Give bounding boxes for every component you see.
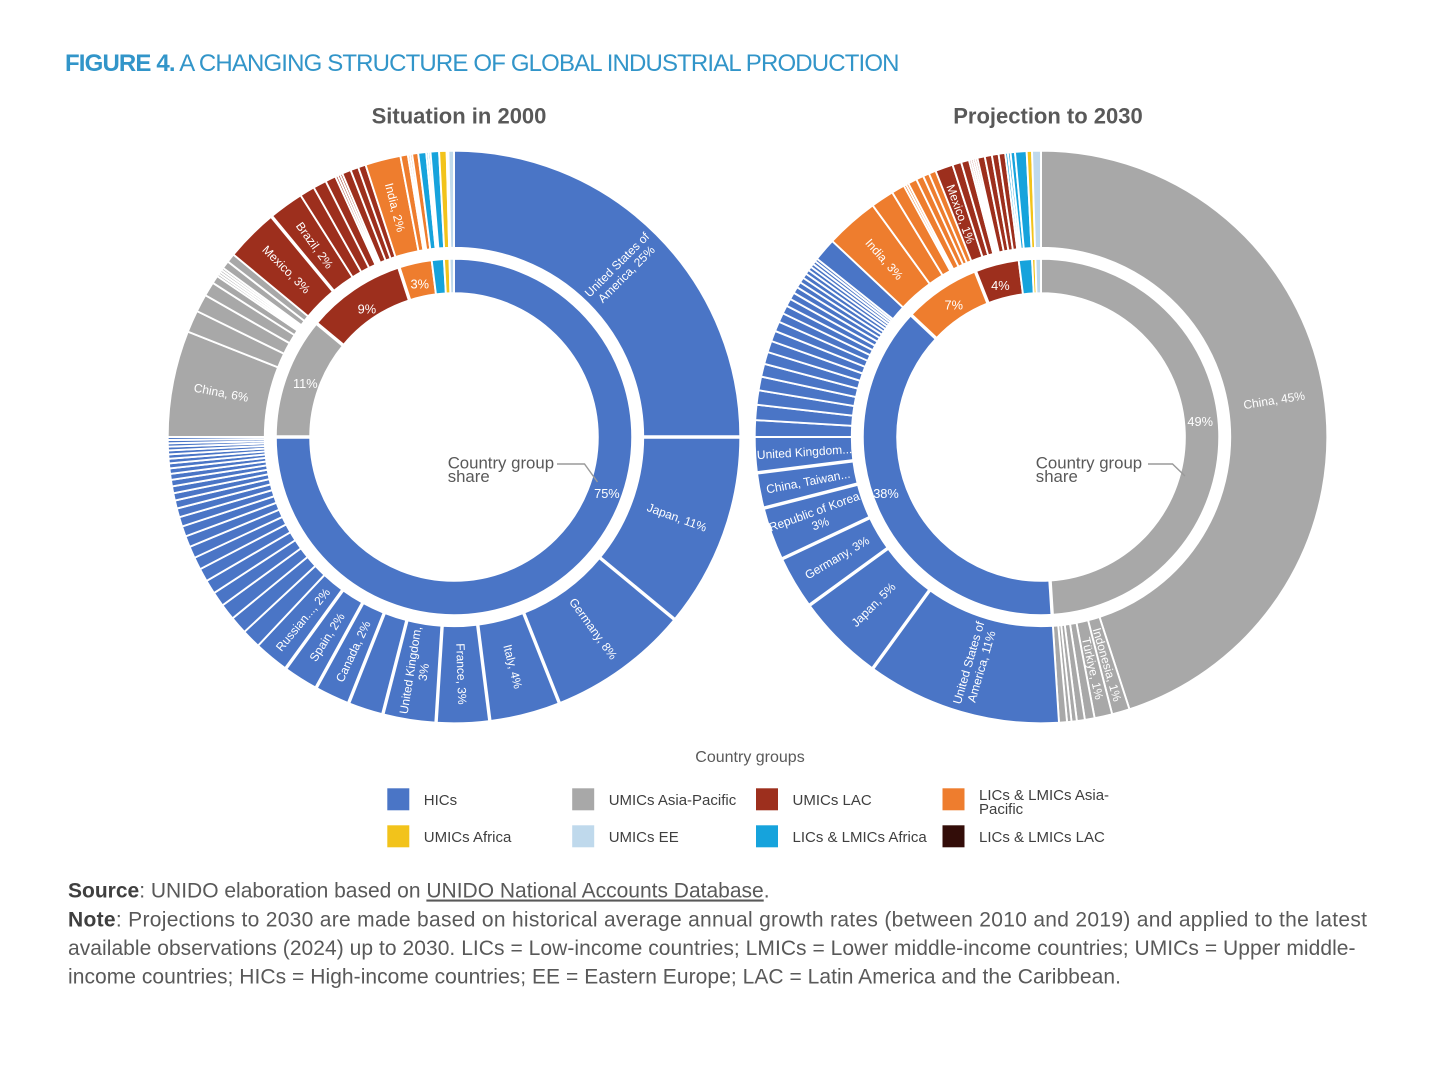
svg-text:Projection to 2030: Projection to 2030 — [953, 104, 1143, 129]
svg-text:9%: 9% — [358, 301, 377, 316]
svg-text:UMICs LAC: UMICs LAC — [793, 792, 872, 809]
svg-text:Country groups: Country groups — [695, 749, 804, 766]
svg-text:49%: 49% — [1187, 414, 1213, 429]
svg-text:Source: UNIDO elaboration base: Source: UNIDO elaboration based on UNIDO… — [68, 880, 770, 903]
svg-text:HICs: HICs — [424, 792, 457, 809]
svg-text:11%: 11% — [293, 376, 318, 391]
svg-text:38%: 38% — [873, 486, 899, 501]
svg-text:income countries; HICs = High-: income countries; HICs = High-income cou… — [68, 965, 1121, 988]
svg-text:share: share — [448, 467, 490, 486]
svg-text:FIGURE 4. A CHANGING STRUCTURE: FIGURE 4. A CHANGING STRUCTURE OF GLOBAL… — [65, 50, 899, 77]
svg-text:Situation in 2000: Situation in 2000 — [372, 104, 547, 129]
svg-text:Country group: Country group — [448, 454, 554, 473]
svg-text:United Kingdom...: United Kingdom... — [756, 442, 852, 462]
svg-text:available observations (2024): available observations (2024) up to 2030… — [68, 937, 1356, 960]
svg-text:7%: 7% — [945, 298, 964, 313]
svg-text:3%: 3% — [411, 276, 430, 291]
svg-text:LICs & LMICs LAC: LICs & LMICs LAC — [979, 829, 1105, 846]
svg-text:75%: 75% — [594, 486, 620, 501]
svg-text:Country group: Country group — [1036, 454, 1142, 473]
svg-text:UMICs Africa: UMICs Africa — [424, 829, 512, 846]
svg-text:UMICs EE: UMICs EE — [609, 829, 679, 846]
svg-text:share: share — [1036, 467, 1078, 486]
svg-text:LICs & LMICs Asia-: LICs & LMICs Asia- — [979, 787, 1109, 804]
svg-text:Note: Projections to 2030 are: Note: Projections to 2030 are made based… — [68, 909, 1367, 932]
svg-text:France, 3%: France, 3% — [453, 643, 469, 705]
svg-text:LICs & LMICs Africa: LICs & LMICs Africa — [793, 829, 928, 846]
svg-text:UMICs Asia-Pacific: UMICs Asia-Pacific — [609, 792, 737, 809]
svg-text:4%: 4% — [991, 278, 1010, 293]
svg-text:Pacific: Pacific — [979, 801, 1024, 818]
